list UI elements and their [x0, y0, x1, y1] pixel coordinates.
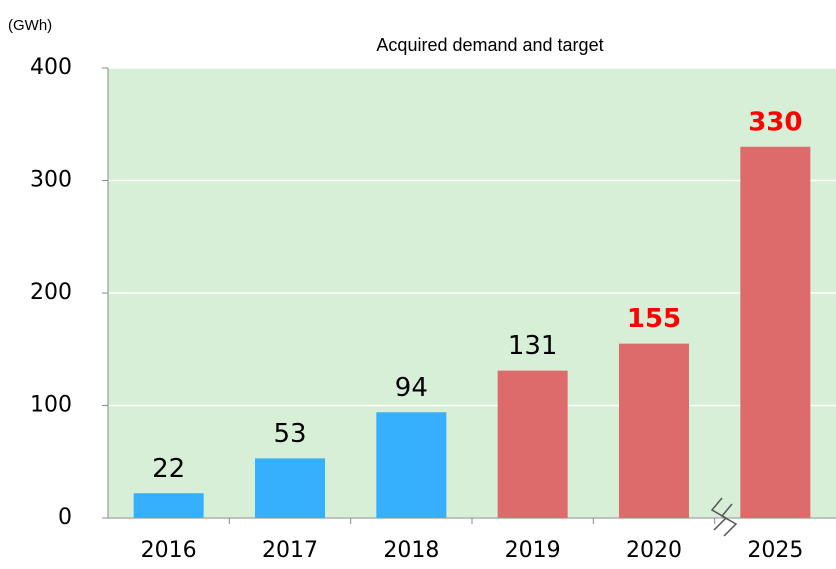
- y-tick-label: 400: [30, 55, 72, 80]
- y-axis-unit: (GWh): [8, 17, 52, 34]
- data-label: 131: [508, 331, 558, 361]
- y-tick-label: 200: [30, 280, 72, 305]
- x-tick-label: 2017: [262, 538, 318, 563]
- x-tick-label: 2020: [626, 538, 682, 563]
- y-tick-label: 300: [30, 168, 72, 193]
- x-tick-label: 2025: [747, 538, 803, 563]
- y-tick-label: 100: [30, 393, 72, 418]
- data-label: 22: [152, 454, 185, 484]
- x-tick-label: 2019: [505, 538, 561, 563]
- bar: [619, 343, 689, 518]
- data-label: 53: [273, 419, 306, 449]
- bar: [740, 146, 811, 518]
- bar: [376, 412, 447, 518]
- y-tick-label: 0: [58, 505, 72, 530]
- bar: [497, 370, 568, 518]
- axis-break: [710, 497, 738, 537]
- bar: [133, 493, 204, 518]
- x-tick-label: 2018: [383, 538, 439, 563]
- x-tick-label: 2016: [141, 538, 197, 563]
- chart-title: Acquired demand and target: [376, 35, 603, 55]
- data-label: 155: [627, 304, 681, 334]
- data-label: 330: [748, 107, 802, 137]
- data-label: 94: [395, 373, 428, 403]
- bar: [255, 458, 325, 518]
